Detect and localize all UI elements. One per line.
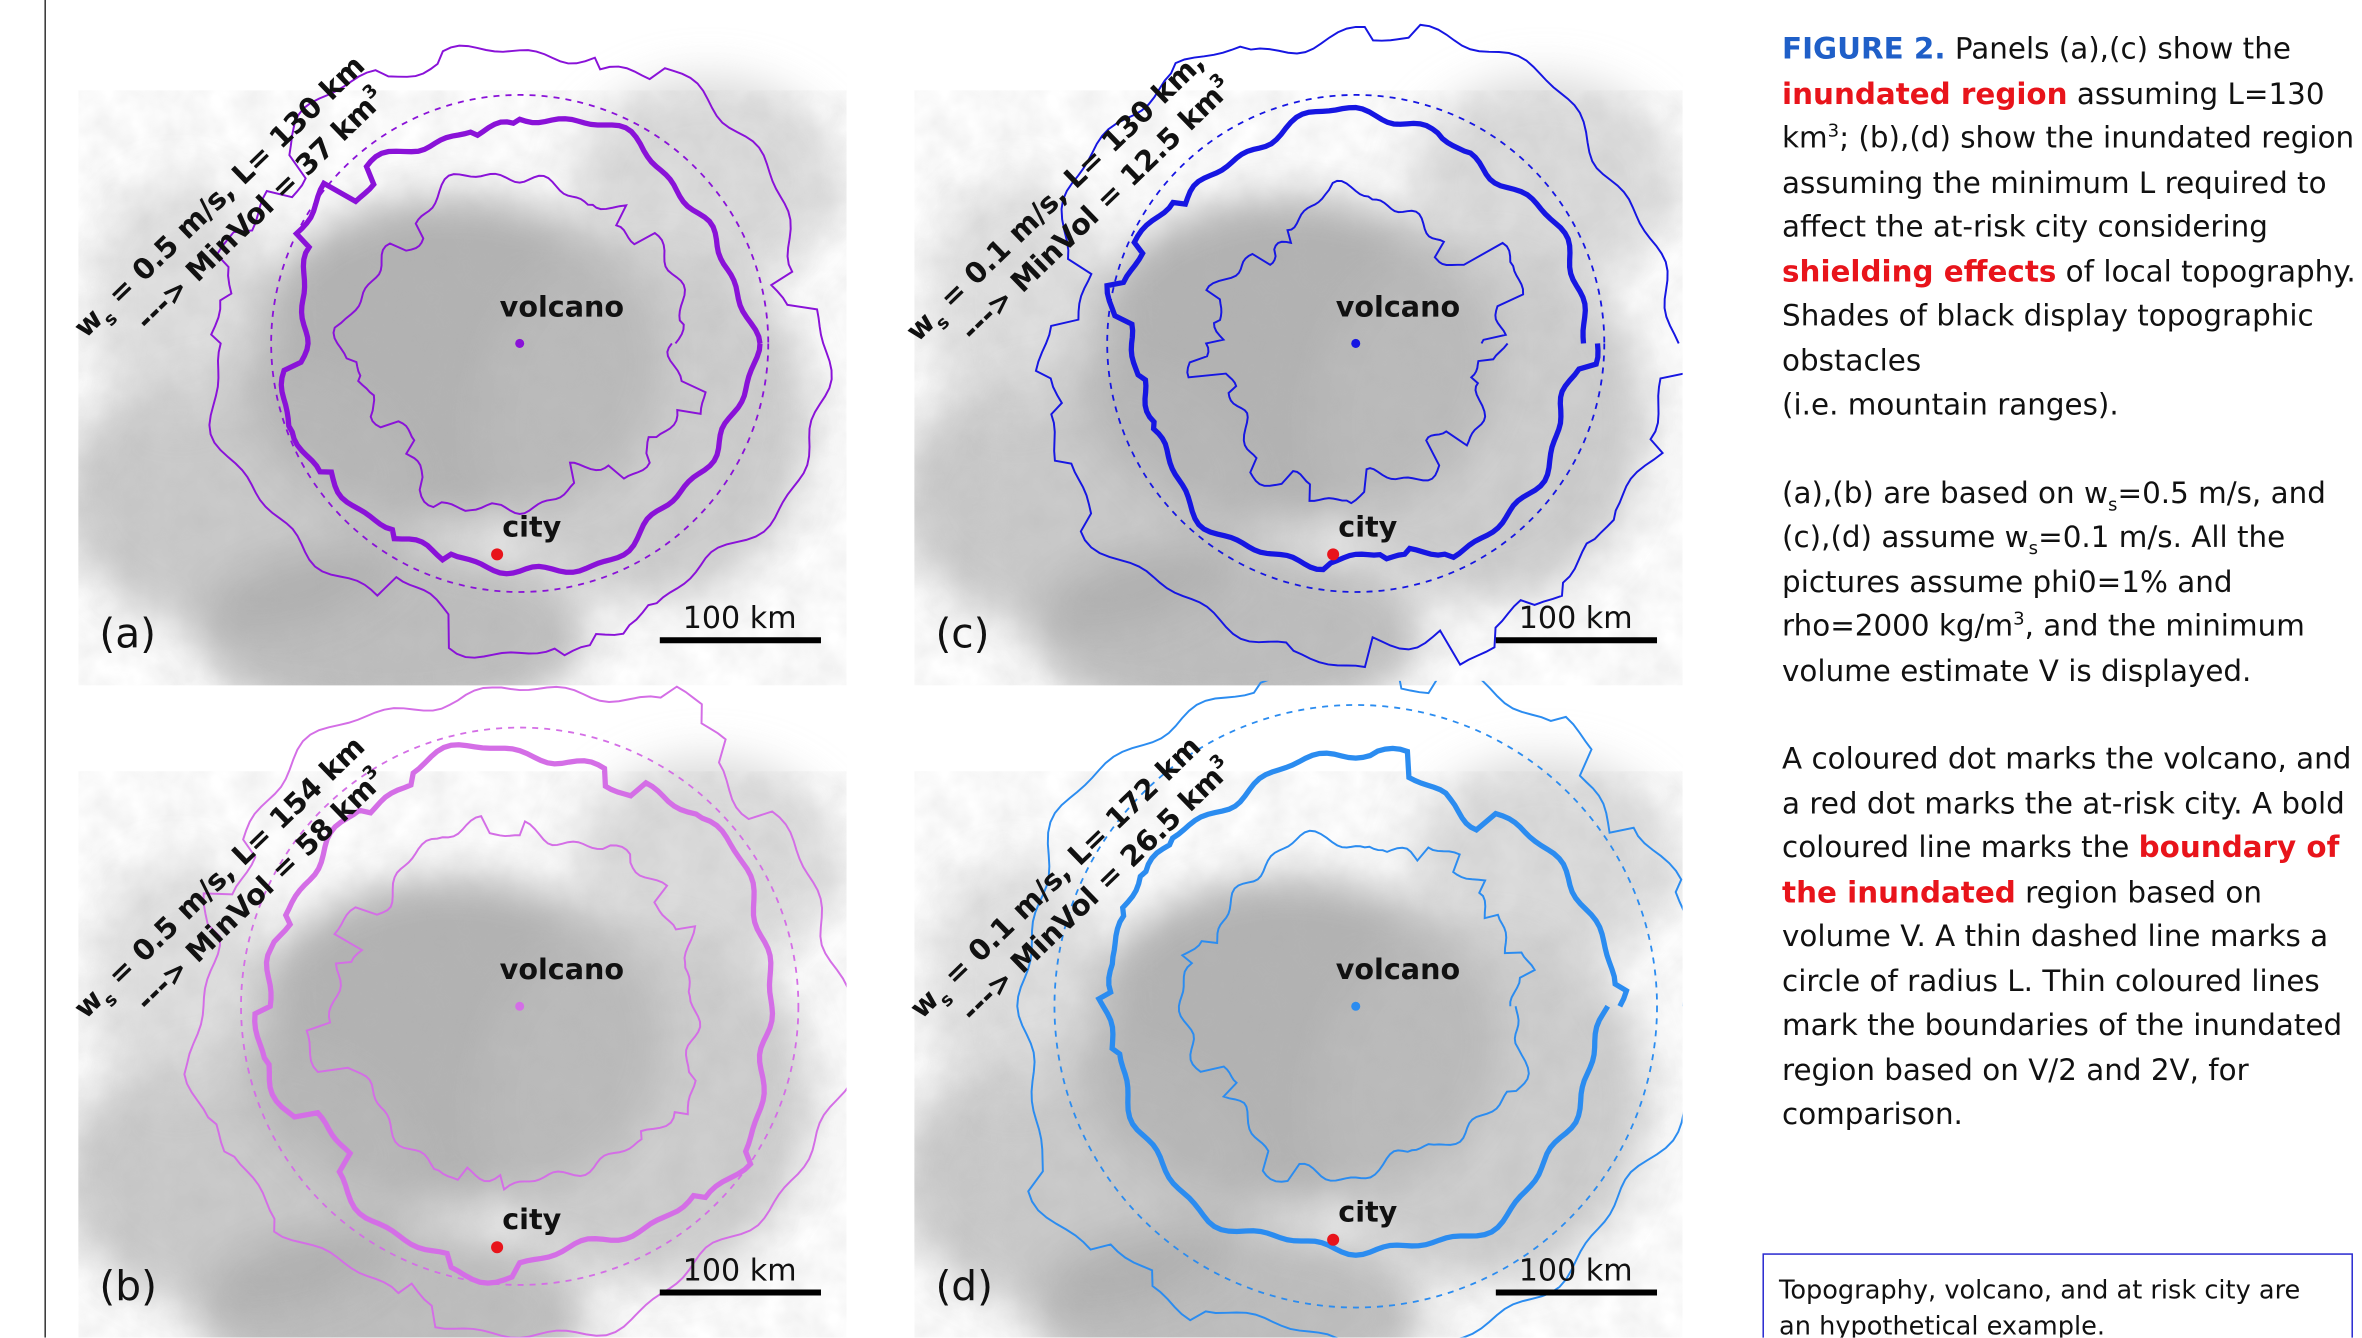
scale-label: 100 km xyxy=(1519,601,1633,636)
note-box: Topography, volcano, and at risk city ar… xyxy=(1762,1253,2353,1337)
caption-text: s xyxy=(2029,538,2038,559)
city-label: city xyxy=(502,1202,561,1236)
panel-label: (c) xyxy=(935,610,989,658)
city-dot xyxy=(491,1241,503,1253)
caption-text: (a),(b) are based on w xyxy=(1782,475,2108,510)
caption-paragraph: FIGURE 2. Panels (a),(c) show the inunda… xyxy=(1782,27,2362,427)
caption-paragraph: A coloured dot marks the volcano, and a … xyxy=(1782,737,2362,1137)
city-label: city xyxy=(502,509,561,543)
panel-label: (b) xyxy=(99,1262,157,1310)
volcano-label: volcano xyxy=(1336,952,1460,986)
volcano-dot xyxy=(1351,339,1360,348)
panel-label: (a) xyxy=(99,610,156,658)
caption-text: FIGURE 2. xyxy=(1782,32,1945,67)
city-dot xyxy=(1327,1234,1339,1246)
caption-text: ; (b),(d) show the inundated region assu… xyxy=(1782,121,2354,245)
scale-label: 100 km xyxy=(1519,1253,1633,1288)
caption-text: region based on volume V. A thin dashed … xyxy=(1782,874,2342,1131)
volcano-label: volcano xyxy=(1336,289,1460,323)
caption-text: Panels (a),(c) show the xyxy=(1946,32,2291,67)
caption-paragraph: (a),(b) are based on ws=0.5 m/s, and (c)… xyxy=(1782,471,2362,693)
scale-label: 100 km xyxy=(683,601,797,636)
city-dot xyxy=(1327,548,1339,560)
caption: FIGURE 2. Panels (a),(c) show the inunda… xyxy=(1782,27,2362,1180)
volcano-dot xyxy=(515,1002,524,1011)
city-dot xyxy=(491,548,503,560)
caption-text: inundated region xyxy=(1782,76,2067,111)
terrain-texture xyxy=(78,90,846,685)
volcano-dot xyxy=(1351,1002,1360,1011)
caption-text: (i.e. mountain ranges). xyxy=(1782,383,2362,427)
city-label: city xyxy=(1338,1195,1397,1229)
note-text: Topography, volcano, and at risk city ar… xyxy=(1779,1276,2300,1338)
panel-body xyxy=(896,659,1728,1338)
volcano-label: volcano xyxy=(500,952,624,986)
volcano-dot xyxy=(515,339,524,348)
panel-label: (d) xyxy=(935,1262,993,1310)
figure-page: volcanocity(a)100 kmws = 0.5 m/s, L= 130… xyxy=(0,0,2362,1338)
volcano-label: volcano xyxy=(500,289,624,323)
city-label: city xyxy=(1338,509,1397,543)
caption-text: 3 xyxy=(1828,120,1840,141)
scale-label: 100 km xyxy=(683,1253,797,1288)
caption-text: shielding effects xyxy=(1782,254,2056,289)
terrain-texture xyxy=(914,90,1682,685)
caption-text: s xyxy=(2108,493,2117,514)
caption-text: 3 xyxy=(2013,608,2025,629)
panel-body xyxy=(60,687,856,1338)
